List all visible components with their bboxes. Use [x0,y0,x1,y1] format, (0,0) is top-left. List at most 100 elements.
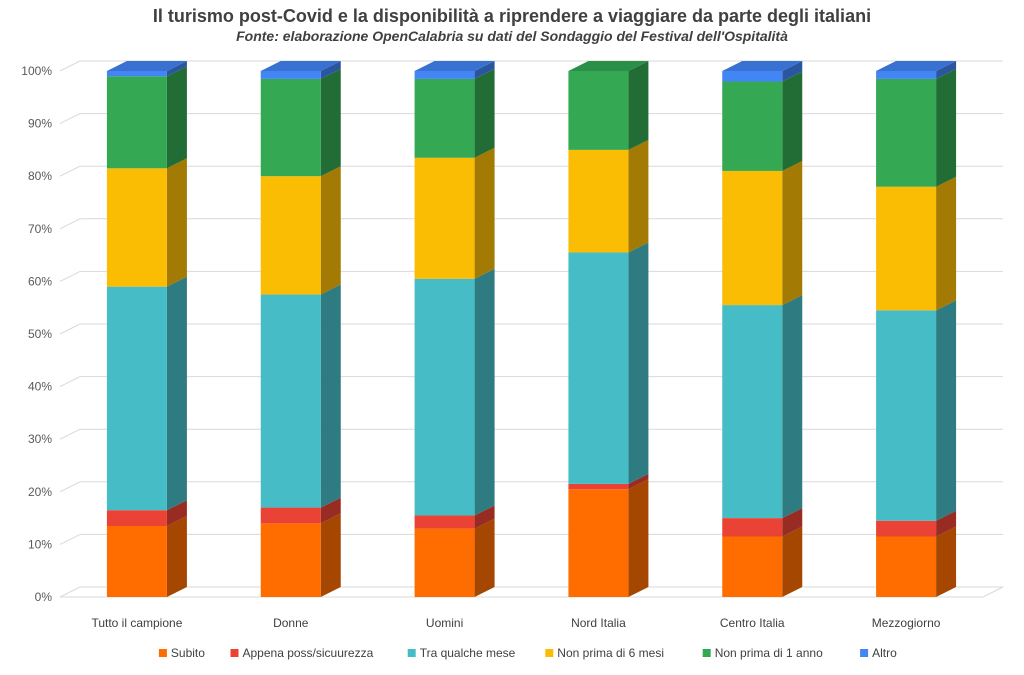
x-tick-label: Donne [273,616,309,630]
bar-side [320,284,341,508]
bar-segment [414,515,475,529]
bar-segment [722,170,783,306]
bar-side [474,518,495,597]
bar-side [166,500,187,526]
y-tick-label: 10% [28,537,52,551]
bar-side [628,139,649,253]
bar-side [936,176,957,311]
legend-label: Altro [872,646,897,660]
bar-side [320,166,341,295]
y-tick-label: 100% [21,64,52,78]
bar-segment [260,78,321,177]
bar-side [628,242,649,484]
bar-segment [260,176,321,295]
bar-side [474,147,495,279]
bar-segment [876,520,937,537]
bar-side [936,300,957,521]
bar-side [320,68,341,177]
bar-side [782,295,803,519]
bar-segment [414,157,475,279]
gridline-side [59,113,81,125]
bar-segment [106,510,167,526]
legend-label: Non prima di 1 anno [715,646,823,660]
bar-side [166,276,187,511]
legend-label: Appena poss/sicuurezza [243,646,374,660]
bar-segment [414,278,475,516]
bar-segment [722,305,783,519]
bar-segment [568,483,629,490]
bar-segment [876,186,937,311]
bar-side [166,158,187,287]
legend-swatch [702,649,711,657]
bar-segment [106,76,167,169]
bar-side [474,68,495,158]
gridline-side [59,270,81,282]
floor-edge-right [982,586,1004,598]
legend-swatch [230,649,239,657]
legend-swatch [860,649,869,657]
gridline-side [59,481,81,493]
bar-side [628,61,649,150]
bar-side [936,526,957,597]
bar-side [782,71,803,171]
legend-label: Non prima di 6 mesi [557,646,664,660]
bar-top [876,61,957,71]
bar-segment [414,528,475,597]
legend-label: Subito [171,646,205,660]
legend-swatch [545,649,554,657]
x-tick-label: Nord Italia [571,616,626,630]
y-tick-label: 90% [28,117,52,131]
bar-segment [414,71,475,79]
gridline-side [59,60,81,72]
x-tick-label: Centro Italia [720,616,785,630]
bar-side [782,160,803,306]
bar-side [782,61,803,82]
gridline-side [59,428,81,440]
bar-segment [568,71,629,150]
bar-side [474,505,495,529]
bar-segment [876,78,937,187]
bar-segment [876,536,937,597]
x-tick-label: Tutto il campione [91,616,182,630]
gridline-side [59,376,81,388]
bar-segment [568,252,629,484]
legend-swatch [407,649,416,657]
gridline-side [59,533,81,545]
gridline-side [59,165,81,177]
y-tick-label: 50% [28,327,52,341]
bar-top [414,61,495,71]
y-tick-label: 0% [35,590,53,604]
gridline-side [59,323,81,335]
bar-segment [260,71,321,79]
bar-side [166,66,187,169]
y-tick-label: 30% [28,432,52,446]
legend-swatch [158,649,167,657]
bar-side [936,68,957,187]
bar-segment [722,81,783,171]
legend-label: Tra qualche mese [420,646,516,660]
bar-segment [106,286,167,511]
bar-segment [722,71,783,82]
bar-segment [876,310,937,521]
chart-subtitle: Fonte: elaborazione OpenCalabria su dati… [236,28,788,44]
gridline-side [59,586,81,598]
bar-side [320,513,341,597]
bar-side [474,268,495,516]
bar-segment [722,518,783,537]
bar-top [260,61,341,71]
bar-top [568,61,649,71]
bar-top [722,61,803,71]
bar-segment [568,149,629,253]
bar-segment [106,71,167,77]
x-tick-label: Mezzogiorno [872,616,941,630]
y-tick-label: 80% [28,169,52,183]
bar-side [320,497,341,524]
bar-segment [722,536,783,597]
bar-side [628,473,649,490]
bar-segment [876,71,937,79]
bar-side [936,61,957,79]
bar-side [936,510,957,537]
bar-segment [260,523,321,597]
bar-side [782,508,803,537]
